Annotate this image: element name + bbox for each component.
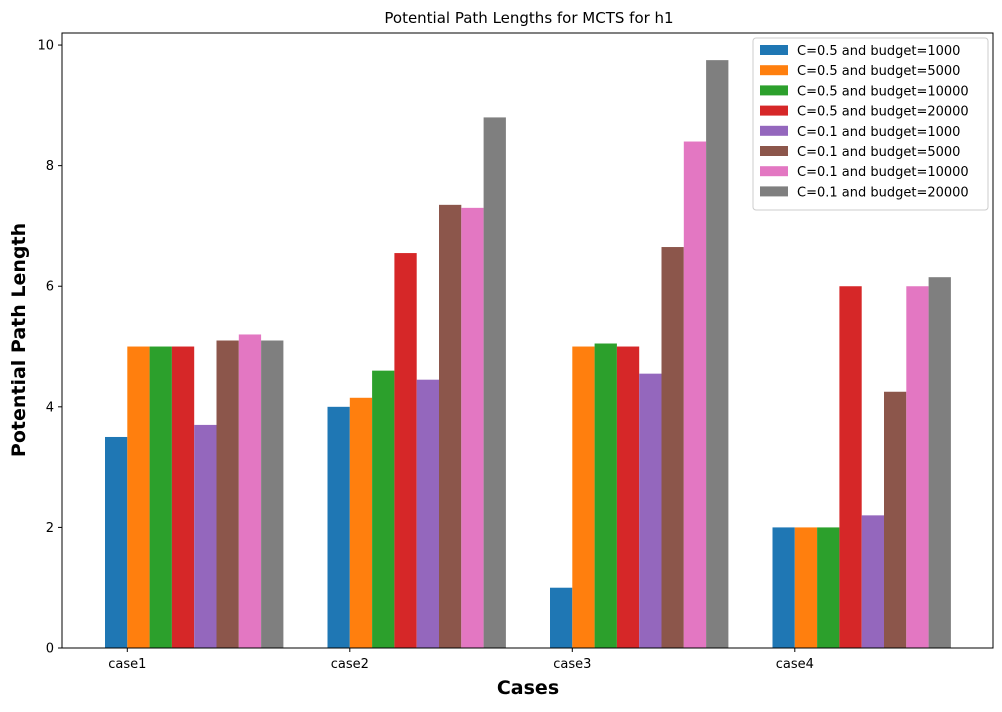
bar-1-case2 [327, 406, 350, 648]
legend-entry-label: C=0.5 and budget=5000 [797, 64, 960, 79]
bar-2-case4 [794, 527, 818, 648]
y-axis-label: Potential Path Length [8, 223, 30, 457]
legend: C=0.5 and budget=1000 C=0.5 and budget=50… [752, 37, 989, 211]
bar-8-case2 [483, 117, 506, 648]
legend-entry-label: C=0.1 and budget=20000 [797, 185, 969, 200]
y-tick-label: 8 [46, 159, 54, 174]
bar-5-case4 [861, 515, 884, 648]
legend-entry-label: C=0.1 and budget=5000 [797, 145, 960, 160]
chart-title: Potential Path Lengths for MCTS for h1 [384, 9, 673, 27]
bar-4-case1 [171, 346, 195, 648]
x-tick-label: case2 [331, 657, 369, 672]
bar-5-case2 [416, 379, 439, 648]
bar-1-case4 [772, 527, 795, 648]
bar-4-case2 [394, 253, 417, 648]
legend-entry-label: C=0.1 and budget=10000 [797, 165, 969, 180]
legend-entry-label: C=0.5 and budget=20000 [797, 105, 969, 120]
bar-7-case4 [906, 286, 929, 648]
legend-swatch [760, 85, 788, 96]
bar-5-case3 [639, 373, 662, 648]
axes-layer: 0 2 4 6 8 10 case1 case2 case3 case4 [37, 32, 994, 672]
legend-swatch [760, 125, 788, 136]
bar-6-case3 [661, 247, 684, 649]
bar-5-case1 [194, 424, 217, 648]
bar-8-case1 [261, 340, 284, 648]
legend-entry-label: C=0.5 and budget=10000 [797, 84, 969, 99]
bar-7-case2 [461, 207, 484, 648]
bar-6-case1 [216, 340, 239, 648]
y-tick-label: 4 [46, 400, 54, 415]
y-tick-label: 0 [46, 642, 54, 657]
bar-2-case2 [349, 397, 373, 648]
bar-2-case3 [572, 346, 595, 648]
x-tick-label: case1 [108, 657, 146, 672]
bar-1-case3 [550, 587, 573, 648]
x-tick-label: case3 [553, 657, 591, 672]
bar-1-case1 [105, 436, 128, 648]
legend-box [752, 37, 989, 211]
legend-swatch [760, 186, 788, 197]
bar-3-case1 [149, 346, 172, 648]
bar-4-case3 [616, 346, 640, 648]
bar-3-case3 [594, 343, 617, 648]
legend-swatch [760, 45, 788, 55]
legend-swatch [760, 65, 788, 76]
bar-6-case4 [884, 391, 907, 648]
x-tick-label: case4 [776, 657, 814, 672]
legend-entry-label: C=0.5 and budget=1000 [797, 44, 960, 59]
legend-swatch [760, 166, 788, 177]
legend-swatch [760, 105, 788, 116]
bar-7-case1 [238, 334, 262, 648]
bar-7-case3 [683, 141, 707, 648]
bar-2-case1 [127, 346, 150, 648]
x-axis-label: Cases [497, 677, 559, 699]
bar-3-case4 [817, 527, 840, 648]
y-tick-label: 10 [37, 39, 54, 54]
bars-layer [105, 60, 951, 649]
bar-3-case2 [372, 370, 395, 648]
legend-entry-label: C=0.1 and budget=1000 [797, 125, 960, 140]
y-tick-label: 6 [46, 280, 54, 295]
bar-4-case4 [839, 286, 862, 648]
y-tick-label: 2 [46, 521, 54, 536]
bar-8-case4 [928, 277, 951, 648]
plot-frame [61, 32, 994, 649]
legend-swatch [760, 146, 788, 156]
bar-6-case2 [439, 204, 462, 648]
bar-8-case3 [706, 60, 729, 648]
